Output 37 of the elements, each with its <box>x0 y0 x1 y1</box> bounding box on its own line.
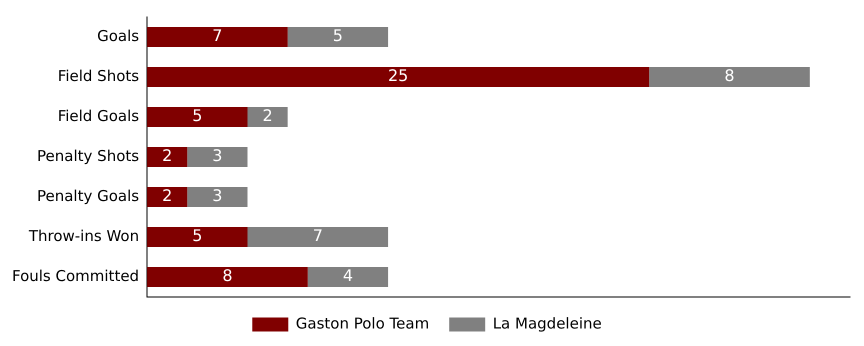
bar <box>649 67 810 87</box>
data-label: 2 <box>162 186 172 206</box>
data-label: 3 <box>212 186 222 206</box>
y-tick-label: Fouls Committed <box>12 266 140 285</box>
data-label: 2 <box>262 106 273 126</box>
y-tick-label: Penalty Goals <box>36 186 140 205</box>
bar <box>147 187 188 207</box>
y-tick-label: Field Goals <box>58 106 140 125</box>
data-label: 4 <box>342 266 354 286</box>
y-tick-label: Field Shots <box>58 66 140 85</box>
bar <box>248 227 388 247</box>
data-label: 3 <box>212 146 222 166</box>
data-label: 7 <box>212 26 222 46</box>
bar <box>187 147 248 167</box>
bar <box>147 267 308 287</box>
data-label: 8 <box>222 266 233 286</box>
bar <box>308 267 388 287</box>
legend-label: Gaston Polo Team <box>296 314 430 332</box>
data-label: 25 <box>388 66 408 86</box>
bar <box>187 187 248 207</box>
bar <box>147 67 650 87</box>
bar <box>288 27 388 47</box>
data-label: 2 <box>162 146 172 166</box>
bar <box>147 27 288 47</box>
data-label: 5 <box>192 106 202 126</box>
legend-label: La Magdeleine <box>492 314 602 332</box>
bar <box>147 107 248 127</box>
y-tick-label: Throw-ins Won <box>28 226 140 245</box>
y-tick-label: Goals <box>97 26 140 45</box>
y-tick-label: Penalty Shots <box>37 146 140 165</box>
bar <box>147 147 188 167</box>
data-label: 8 <box>724 66 735 86</box>
data-label: 5 <box>332 26 343 46</box>
data-label: 7 <box>312 226 323 246</box>
bar <box>147 227 248 247</box>
data-label: 5 <box>192 226 202 246</box>
bar <box>248 107 288 127</box>
